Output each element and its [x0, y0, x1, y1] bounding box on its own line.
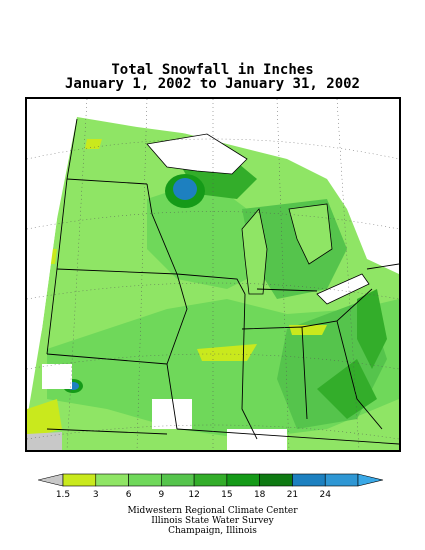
credit-line-3: Champaign, Illinois — [168, 526, 257, 536]
lake-huron — [288, 203, 333, 265]
map-title: Total Snowfall in Inches — [111, 62, 314, 78]
legend-tick-label: 6 — [126, 490, 132, 500]
map-date-range: January 1, 2002 to January 31, 2002 — [64, 76, 360, 92]
snowfall-map — [25, 97, 401, 452]
legend-swatch-9 — [324, 473, 359, 487]
no-snow-area — [152, 399, 192, 429]
legend-tick-label: 3 — [93, 490, 99, 500]
legend-swatch-4 — [161, 473, 195, 487]
legend-swatch-10 — [357, 473, 384, 487]
canada-area — [27, 99, 399, 274]
legend-swatch-8 — [292, 473, 326, 487]
credit-line-2: Illinois State Water Survey — [151, 516, 274, 526]
legend-tick-label: 12 — [188, 490, 199, 500]
lake-michigan — [241, 208, 268, 295]
legend-swatch-2 — [95, 473, 129, 487]
legend-swatch-6 — [226, 473, 260, 487]
lake-erie — [316, 273, 370, 305]
legend-tick-label: 21 — [287, 490, 298, 500]
color-legend: 1.5 3 6 9 12 15 18 21 24 — [37, 472, 388, 502]
legend-tick-label: 9 — [158, 490, 164, 500]
credit-line-1: Midwestern Regional Climate Center — [127, 506, 298, 516]
snow-band-se — [317, 359, 377, 419]
heavy-snow-core — [173, 178, 197, 200]
legend-tick-label: 15 — [221, 490, 232, 500]
legend-swatch-3 — [128, 473, 162, 487]
legend-swatch-0 — [37, 473, 64, 487]
legend-tick-label: 18 — [254, 490, 266, 500]
lake-superior — [146, 133, 248, 175]
legend-swatch-5 — [193, 473, 228, 487]
legend-tick-label: 1.5 — [56, 490, 70, 500]
legend-swatch-7 — [259, 473, 293, 487]
legend-swatch-1 — [62, 473, 97, 487]
graticule — [27, 99, 399, 450]
state-borders — [46, 118, 399, 445]
snow-band-ohio — [357, 289, 387, 369]
legend-tick-label: 24 — [319, 490, 331, 500]
light-snow-area — [197, 344, 257, 361]
